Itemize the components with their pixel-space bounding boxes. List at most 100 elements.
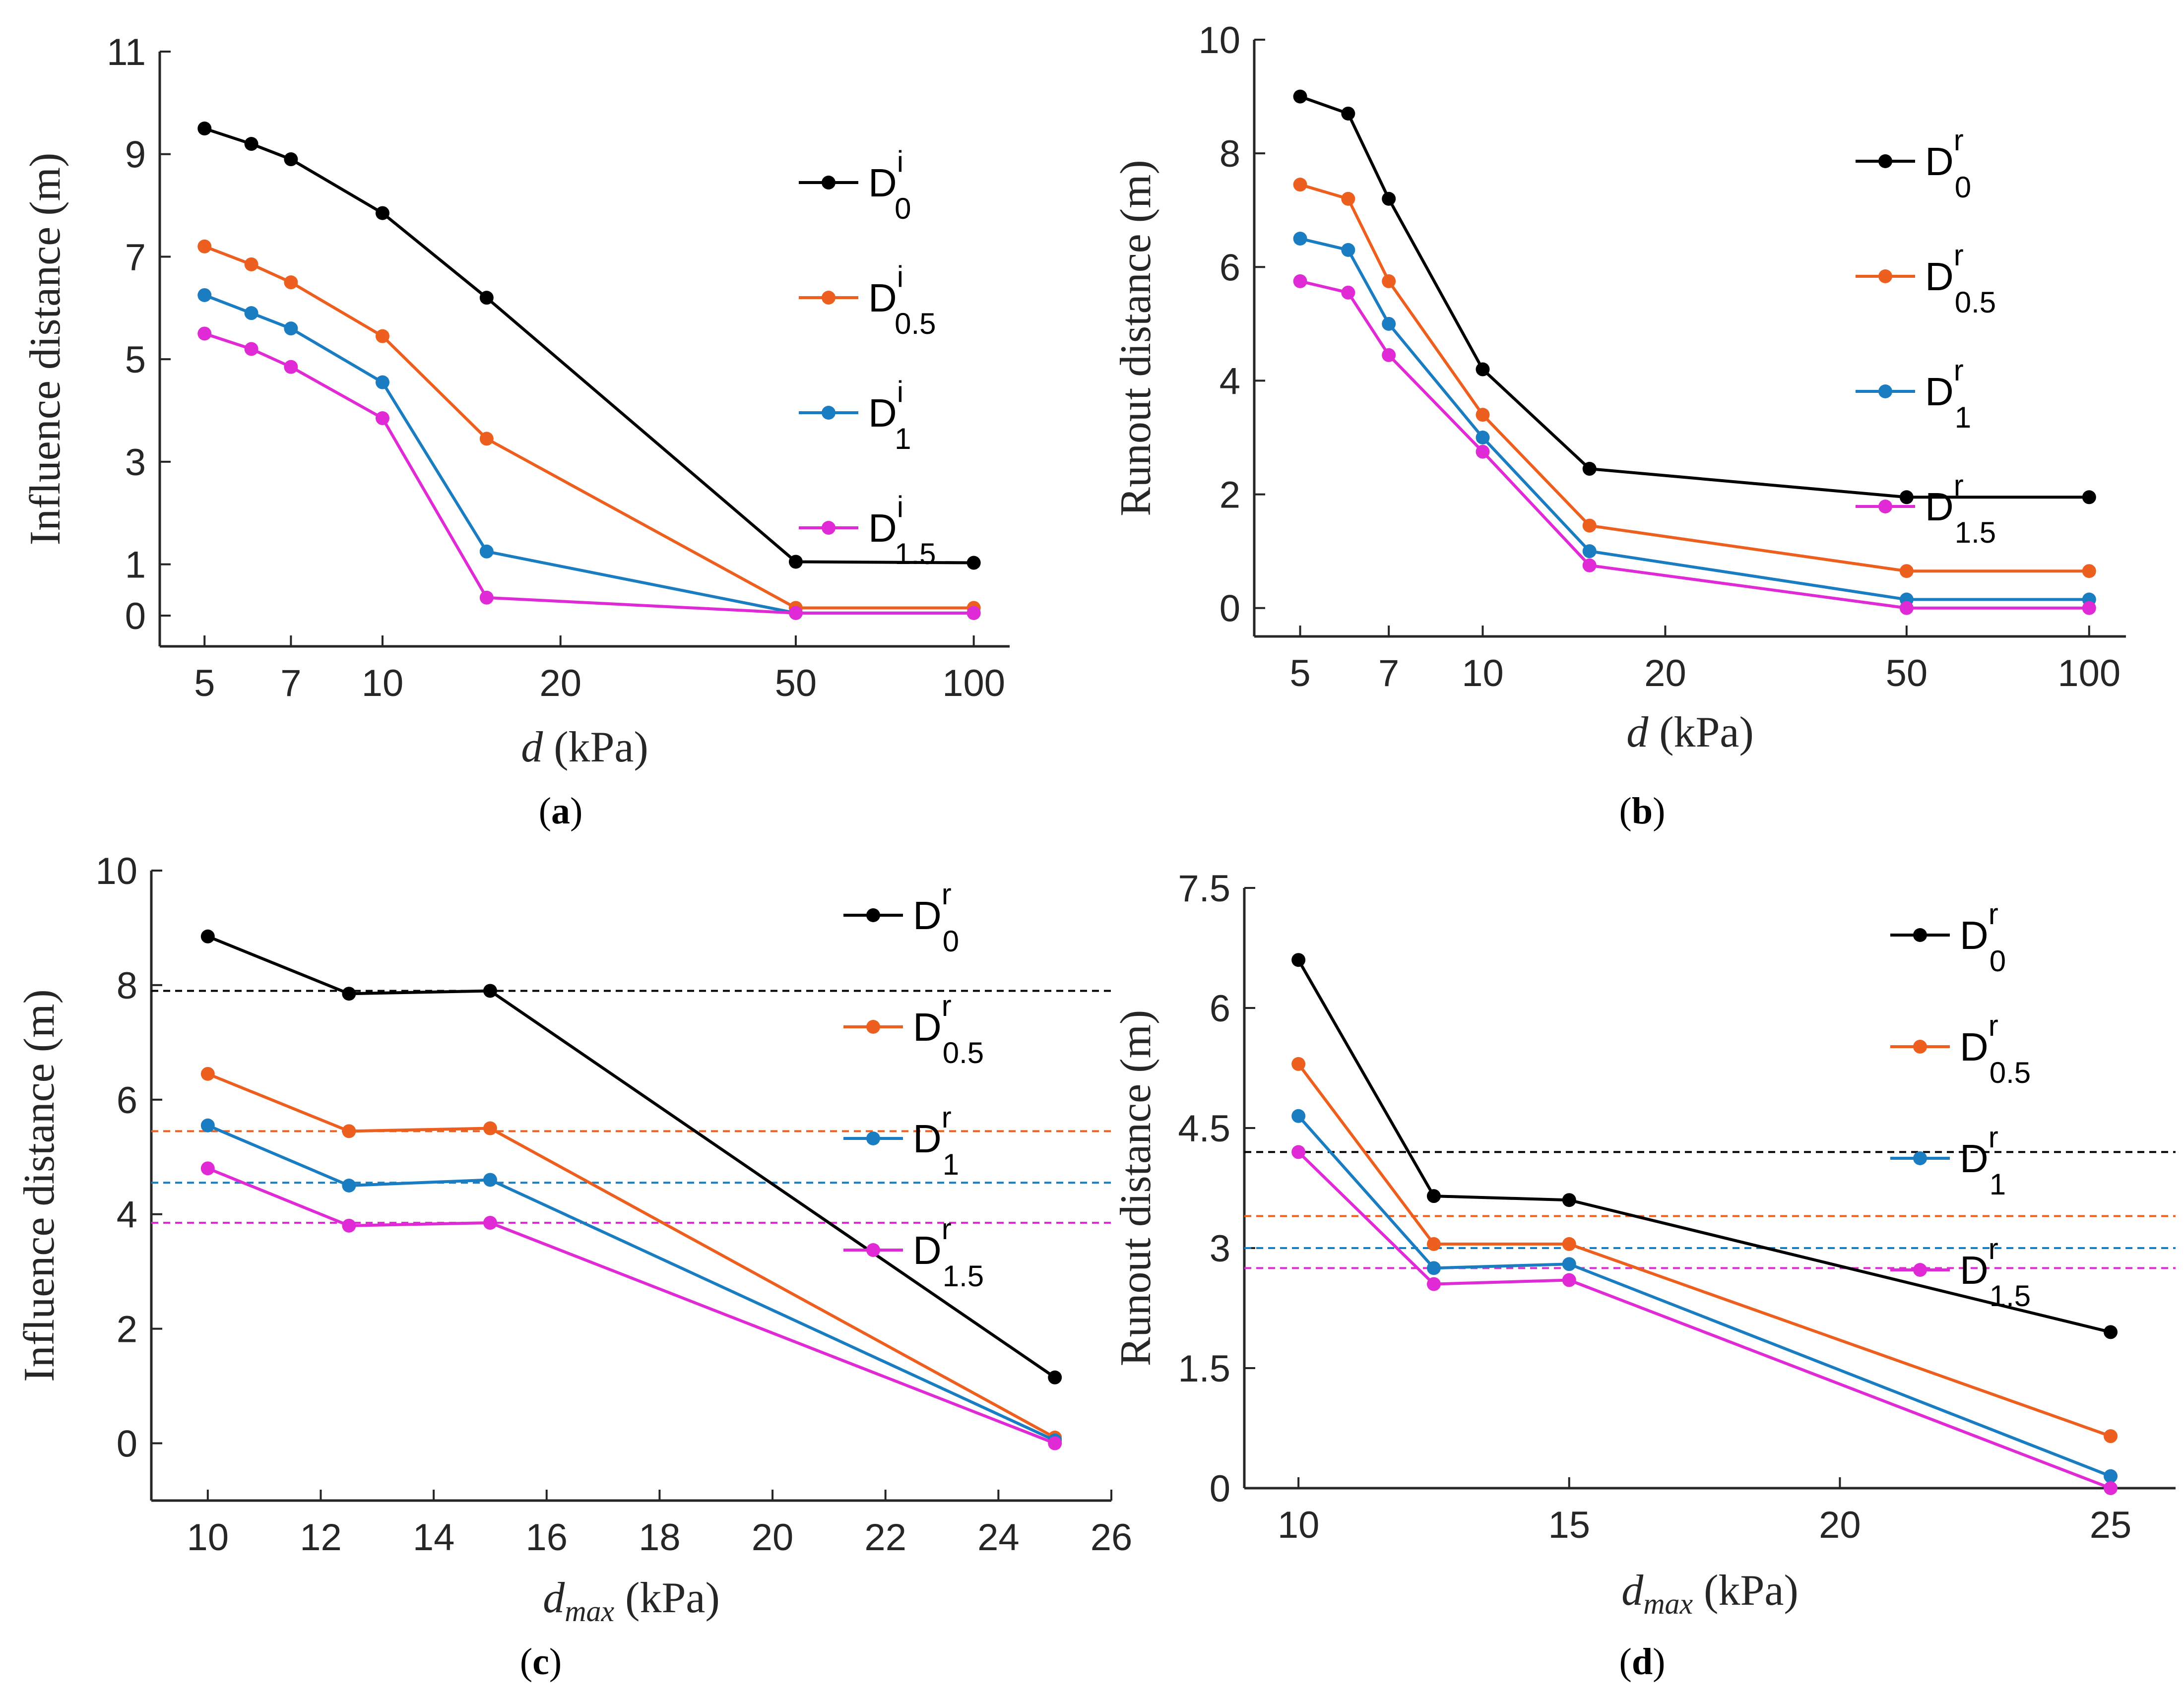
legend-marker-2: [1913, 1151, 1927, 1165]
y-tick-label: 8: [117, 965, 137, 1007]
series-line-0: [1297, 959, 2111, 1334]
x-tick-label: 100: [942, 662, 1005, 704]
y-tick-label: 6: [1210, 988, 1230, 1030]
legend-marker-0: [1878, 154, 1892, 168]
y-tick-label: 1: [125, 544, 146, 586]
data-point: [483, 1121, 497, 1135]
legend-entry-3: Dr 1.5: [1960, 1232, 2031, 1313]
data-point: [2104, 1481, 2118, 1495]
data-point: [375, 206, 389, 220]
x-tick-label: 20: [539, 662, 581, 704]
data-point: [1291, 1057, 1306, 1071]
data-point: [1426, 1237, 1441, 1251]
data-point: [2082, 490, 2096, 504]
series-line-1: [1299, 183, 2089, 573]
data-point: [284, 152, 298, 167]
x-tick-label: 25: [2090, 1504, 2132, 1546]
x-tick-label: 20: [1644, 652, 1686, 694]
x-axis-label: dmax (kPa): [543, 1574, 720, 1628]
data-point: [483, 1216, 497, 1230]
data-point: [2082, 601, 2096, 615]
y-tick-label: 5: [125, 339, 146, 381]
y-tick-label: 0: [117, 1423, 137, 1465]
legend-marker-3: [822, 521, 835, 535]
data-point: [197, 288, 212, 302]
data-point: [200, 1161, 215, 1176]
data-point: [1476, 362, 1490, 377]
data-point: [1293, 274, 1307, 288]
x-axis-label: dmax (kPa): [1621, 1567, 1799, 1620]
series-line-3: [1299, 280, 2089, 610]
y-tick-label: 3: [125, 441, 146, 484]
legend-marker-3: [1878, 500, 1892, 513]
y-tick-label: 4: [1220, 360, 1240, 402]
y-tick-label: 4.5: [1178, 1108, 1230, 1150]
data-point: [1476, 431, 1490, 444]
data-point: [1899, 601, 1914, 615]
y-tick-label: 3: [1210, 1228, 1230, 1270]
data-point: [1048, 1436, 1062, 1450]
x-tick-label: 7: [1378, 652, 1399, 694]
data-point: [1899, 490, 1914, 504]
data-point: [375, 411, 389, 426]
legend-entry-1: Di 0.5: [868, 260, 936, 340]
data-point: [1582, 558, 1597, 572]
y-tick-label: 2: [1220, 474, 1240, 516]
data-point: [284, 360, 298, 374]
y-tick-label: 9: [125, 134, 146, 176]
data-point: [788, 606, 803, 620]
legend-entry-3: Dr 1.5: [913, 1212, 984, 1293]
legend-entry-0: Dr 0: [913, 878, 959, 958]
legend-marker-0: [822, 176, 835, 189]
panel-d-runout-vs-dmax: 10 15 20 25 0 1.5 3 4.5 6 7.5 dmax (kPa) Runout dis…: [1112, 868, 2176, 1683]
x-tick-label: 10: [362, 662, 404, 704]
x-tick-label: 22: [864, 1516, 906, 1559]
legend-marker-0: [1913, 928, 1927, 942]
x-tick-label: 16: [525, 1516, 568, 1559]
y-tick-label: 2: [117, 1309, 137, 1351]
x-tick-label: 20: [752, 1516, 794, 1559]
data-point: [244, 137, 258, 151]
legend-entry-0: Dr 0: [1925, 124, 1971, 204]
data-point: [200, 1118, 215, 1132]
data-point: [284, 275, 298, 290]
x-tick-label: 18: [639, 1516, 681, 1559]
series-line-0: [207, 935, 1056, 1379]
data-point: [1426, 1189, 1441, 1203]
panel-caption: (c): [520, 1641, 562, 1683]
data-point: [1426, 1261, 1441, 1275]
data-point: [2082, 564, 2096, 578]
series-line-2: [207, 1124, 1056, 1442]
data-point: [197, 326, 212, 341]
series-line-3: [1297, 1151, 2112, 1490]
legend-marker-1: [866, 1020, 880, 1034]
panel-caption: (a): [539, 790, 583, 832]
legend-marker-1: [822, 291, 835, 305]
panel-a-influence-vs-d: 5 7 10 20 50 100 0 1 3 5 7 9 11 d (kPa) Influence dist…: [21, 31, 1010, 832]
legend-entry-2: Di 1: [868, 375, 911, 455]
legend-marker-1: [1913, 1040, 1927, 1054]
legend-marker-2: [822, 406, 835, 420]
data-point: [200, 1067, 215, 1081]
data-point: [197, 122, 212, 136]
x-axis-label: d (kPa): [521, 723, 648, 771]
x-tick-label: 14: [413, 1516, 455, 1559]
legend-entry-0: Dr 0: [1960, 897, 2006, 978]
data-point: [1293, 232, 1307, 246]
data-point: [1291, 1145, 1306, 1159]
data-point: [342, 1124, 356, 1138]
data-point: [1476, 444, 1490, 459]
data-point: [1582, 462, 1597, 476]
legend-entry-3: Dr 1.5: [1925, 469, 1996, 549]
data-point: [1562, 1273, 1576, 1287]
data-point: [200, 929, 215, 943]
series-line-3: [207, 1167, 1056, 1445]
y-tick-label: 6: [1220, 247, 1240, 289]
legend-entry-2: Dr 1: [1925, 354, 1971, 434]
data-point: [1382, 191, 1396, 206]
y-tick-label: 4: [117, 1194, 137, 1236]
data-point: [479, 590, 494, 605]
series-line-2: [1297, 1115, 2112, 1478]
data-point: [1341, 191, 1355, 206]
